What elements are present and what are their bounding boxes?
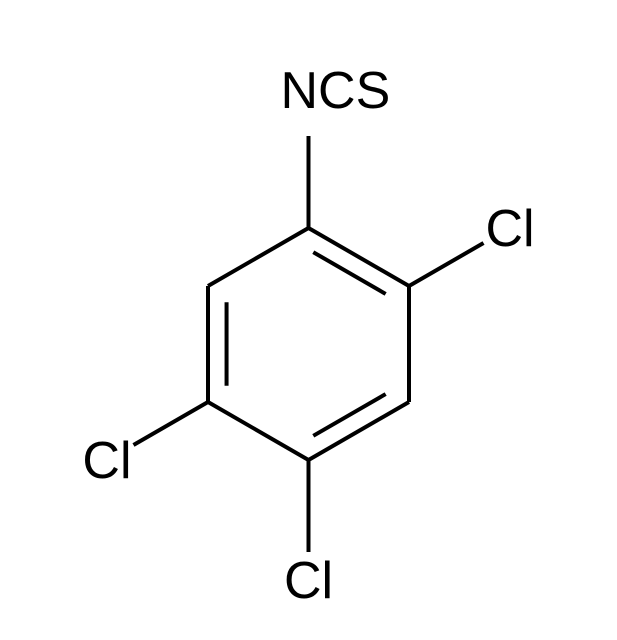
substituent-bond	[409, 243, 484, 286]
ring-bond	[208, 402, 309, 460]
substituent-bond	[133, 402, 208, 445]
ring-inner-bond	[313, 252, 385, 294]
cl-label: Cl	[82, 432, 131, 490]
ring-bond	[208, 228, 309, 286]
cl-label: Cl	[486, 200, 535, 258]
molecule-diagram: NCS Cl Cl Cl	[0, 0, 617, 640]
cl-label: Cl	[284, 552, 333, 610]
ncs-label: NCS	[281, 62, 391, 120]
ring-inner-bond	[313, 394, 385, 436]
